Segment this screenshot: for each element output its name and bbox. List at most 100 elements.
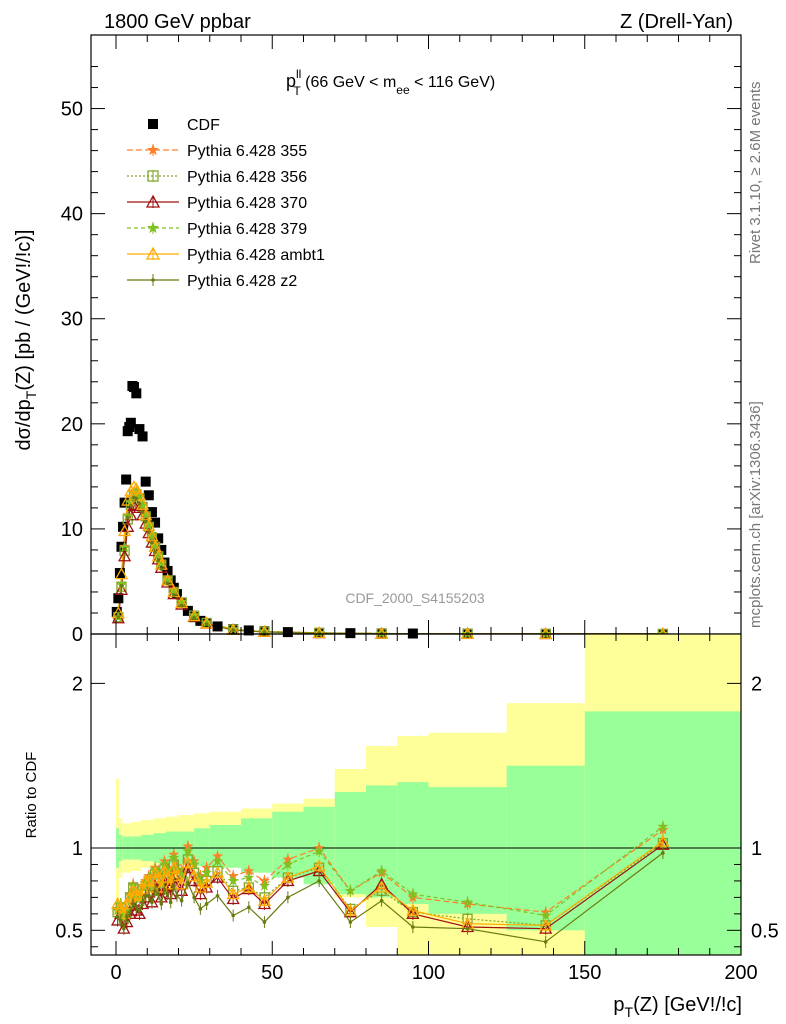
- legend-label: CDF: [187, 117, 220, 134]
- ratio-point: [167, 860, 181, 873]
- x-tick-label: 0: [110, 962, 121, 984]
- data-point: [143, 490, 154, 501]
- ratio-point: [543, 940, 548, 944]
- legend-label: Pythia 6.428 356: [187, 169, 307, 186]
- y-tick-label-right: 1: [751, 838, 762, 860]
- data-point: [132, 488, 147, 501]
- y-tick-label: 30: [61, 309, 83, 331]
- ratio-point: [247, 905, 251, 910]
- data-point: [131, 388, 142, 399]
- ratio-point: [540, 909, 552, 921]
- y-tick-label: 40: [61, 204, 83, 226]
- ratio-point: [257, 893, 272, 906]
- legend-marker: [146, 143, 160, 156]
- ratio-point: [168, 852, 180, 863]
- ratio-xlabel: pT(Z) [GeV!/!c]: [613, 994, 742, 1020]
- ratio-frame: [90, 633, 742, 956]
- data-point: [165, 581, 170, 586]
- uncertainty-band-inner: [397, 782, 429, 904]
- data-point: [125, 417, 136, 428]
- data-point: [140, 476, 151, 487]
- main-panel: 0 10 20 30 40 50: [61, 34, 742, 646]
- ratio-point: [172, 884, 176, 888]
- legend-label: Pythia 6.428 z2: [187, 273, 297, 290]
- data-point: [460, 626, 475, 639]
- ratio-point: [282, 858, 294, 870]
- data-point: [187, 609, 201, 622]
- ratio-point: [204, 902, 209, 906]
- ratio-point: [212, 855, 224, 866]
- data-point: [116, 615, 121, 619]
- data-point: [119, 497, 130, 508]
- ratio-point: [193, 887, 207, 900]
- data-point: [192, 615, 196, 620]
- ratio-point: [170, 869, 184, 882]
- ratio-point: [179, 898, 184, 903]
- data-point: [162, 565, 173, 576]
- ratio-point: [123, 890, 137, 903]
- data-point: [172, 593, 176, 597]
- data-point: [128, 382, 139, 393]
- data-point: [134, 424, 145, 435]
- ratio-point: [157, 864, 172, 877]
- ratio-point: [150, 900, 154, 905]
- ratio-point: [312, 859, 326, 872]
- ratio-point: [661, 851, 665, 855]
- uncertainty-band-inner: [428, 787, 507, 914]
- ratio-point: [656, 834, 670, 847]
- ratio-point: [200, 875, 214, 888]
- ratio-point: [156, 892, 160, 896]
- data-point: [175, 596, 189, 609]
- data-point: [125, 515, 130, 520]
- data-point: [137, 431, 148, 442]
- ratio-point: [210, 865, 225, 878]
- ratio-point: [539, 918, 553, 931]
- data-point: [142, 518, 156, 531]
- y-tick-label: 1: [72, 838, 83, 860]
- data-point: [257, 624, 272, 637]
- data-point: [147, 530, 151, 534]
- ratio-point: [118, 918, 123, 923]
- series-line: [117, 493, 663, 635]
- data-point: [114, 568, 125, 579]
- legend-marker: [147, 170, 159, 182]
- data-point: [129, 503, 133, 508]
- data-point: [231, 628, 235, 633]
- main-ylabel: dσ/dpT(Z) [pb / (GeV!/!c)]: [13, 230, 39, 451]
- y-tick-label: 0.5: [55, 920, 83, 942]
- ratio-point: [192, 895, 196, 900]
- data-point: [162, 573, 174, 585]
- ratio-point: [286, 895, 290, 900]
- x-tick-label: 200: [724, 962, 757, 984]
- y-tick-label-right: 2: [751, 673, 762, 695]
- ratio-ylabel: Ratio to CDF: [23, 752, 40, 839]
- ratio-point: [122, 926, 126, 931]
- legend-label: Pythia 6.428 370: [187, 195, 307, 212]
- data-point: [153, 550, 157, 554]
- main-panel-title: pll T (66 GeV < mee < 116 GeV): [286, 67, 495, 98]
- header-left: 1800 GeV ppbar: [104, 11, 251, 33]
- ratio-point: [114, 900, 128, 913]
- ratio-point: [344, 884, 356, 896]
- legend-marker: [151, 278, 155, 282]
- data-point: [146, 530, 158, 542]
- ratio-point: [131, 902, 135, 906]
- ratio-point: [143, 893, 148, 898]
- ratio-point: [226, 887, 240, 900]
- data-point: [159, 567, 164, 571]
- mcplots-label: mcplots.cern.ch [arXiv:1306.3436]: [747, 401, 764, 628]
- ratio-point: [465, 926, 470, 931]
- data-point: [117, 549, 132, 562]
- ratio-point: [186, 880, 190, 885]
- ratio-point: [135, 882, 150, 895]
- legend-label: Pythia 6.428 355: [187, 143, 307, 160]
- legend-label: Pythia 6.428 ambt1: [187, 247, 325, 264]
- ratio-point: [142, 874, 156, 887]
- ratio-point: [462, 896, 474, 908]
- ratio-panel: 0 50 100 150 200 0.5 0.5 1 1 2 2: [55, 633, 779, 984]
- ratio-point: [242, 880, 256, 893]
- ratio-point: [137, 908, 142, 913]
- ratio-point: [379, 898, 384, 903]
- data-point: [153, 533, 164, 544]
